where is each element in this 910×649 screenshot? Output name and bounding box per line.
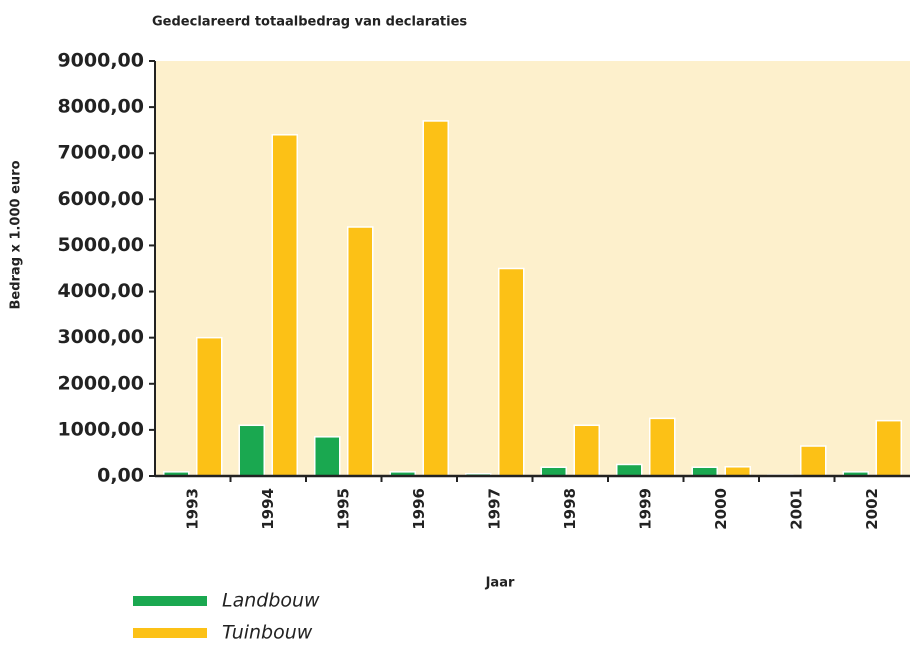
- y-tick-label: 8000,00: [57, 96, 144, 118]
- legend-label: Tuinbouw: [222, 622, 313, 644]
- y-tick-label: 1000,00: [57, 418, 144, 440]
- bar: [498, 267, 525, 477]
- bar: [238, 424, 265, 477]
- x-tick-label: 1999: [636, 488, 654, 530]
- y-tick-label: 2000,00: [57, 372, 144, 394]
- bar: [573, 424, 600, 477]
- y-axis-label: Bedrag x 1.000 euro: [9, 160, 24, 309]
- bar: [691, 466, 718, 477]
- chart-title: Gedeclareerd totaalbedrag van declaratie…: [152, 15, 467, 30]
- y-tick-label: 7000,00: [57, 142, 144, 164]
- x-tick-label: 2000: [712, 488, 730, 530]
- bar: [800, 445, 827, 477]
- bar: [347, 226, 374, 477]
- y-tick-label: 4000,00: [57, 280, 144, 302]
- plot-background: [155, 61, 910, 476]
- legend-label: Landbouw: [222, 590, 320, 612]
- y-tick-label: 6000,00: [57, 188, 144, 210]
- bar: [724, 466, 751, 477]
- y-tick-label: 5000,00: [57, 234, 144, 256]
- x-tick-label: 1997: [485, 488, 503, 530]
- legend-swatch: [133, 596, 207, 606]
- x-axis-label: Jaar: [485, 576, 515, 591]
- x-tick-label: 2001: [787, 488, 805, 530]
- bar: [540, 466, 567, 477]
- x-tick-label: 1998: [561, 488, 579, 530]
- bar: [616, 463, 643, 477]
- y-tick-label: 3000,00: [57, 326, 144, 348]
- x-tick-label: 2002: [863, 488, 881, 530]
- legend-swatch: [133, 628, 207, 638]
- bar: [314, 436, 341, 477]
- x-tick-label: 1993: [183, 488, 201, 530]
- y-tick-label: 9000,00: [57, 50, 144, 72]
- bar: [875, 419, 902, 477]
- x-tick-label: 1995: [334, 488, 352, 530]
- x-tick-label: 1994: [259, 488, 277, 530]
- bar: [649, 417, 676, 477]
- bar: [422, 120, 449, 477]
- x-tick-label: 1996: [410, 488, 428, 530]
- y-tick-label: 0,00: [97, 465, 144, 487]
- bar: [271, 134, 298, 477]
- bar: [196, 336, 223, 477]
